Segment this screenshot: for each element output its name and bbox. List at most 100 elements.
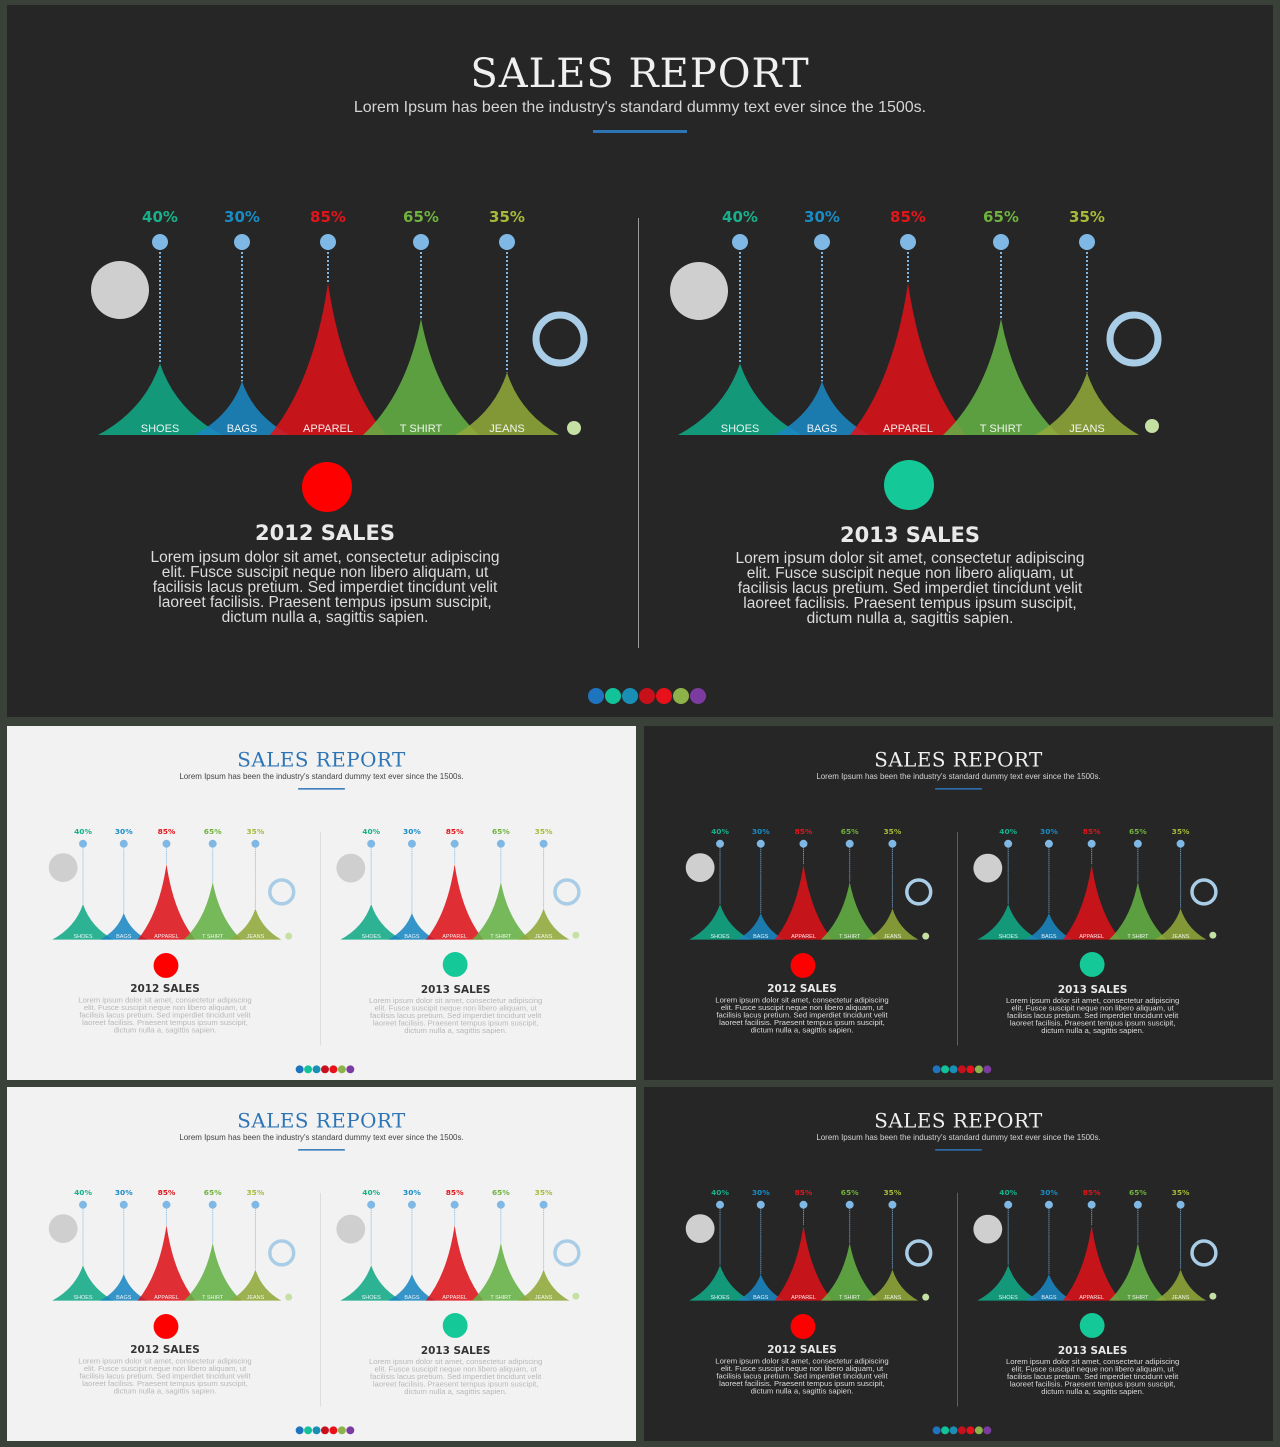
charts-svg: 40% SHOES 30% BAGS 85% APPAREL 65% T SHIRT 35% JE… [685,1188,1218,1339]
category-label: APPAREL [1079,1295,1104,1301]
category-label: BAGS [1041,1295,1057,1301]
pin-dot [499,234,515,250]
page-subtitle: Lorem Ipsum has been the industry's stan… [816,772,1101,782]
nav-dot[interactable] [329,1065,338,1074]
category-label: JEANS [884,934,902,940]
nav-dot[interactable] [639,688,655,704]
description-line: facilisis lacus pretium. Sed imperdiet t… [737,580,1083,597]
nav-dot[interactable] [295,1065,304,1074]
nav-dot[interactable] [304,1426,313,1435]
nav-dot[interactable] [337,1426,346,1435]
year-description: Lorem ipsum dolor sit amet, consectetur … [698,1358,907,1396]
year-marker [790,1314,816,1339]
pin-dot [407,839,416,848]
nav-dot[interactable] [622,688,638,704]
pin-dot [119,1200,128,1209]
end-dot [285,932,293,940]
nav-dot[interactable] [941,1426,950,1435]
value-label: 85% [795,1188,813,1197]
nav-dot[interactable] [932,1426,941,1435]
pin-dot [1087,839,1096,848]
nav-dot[interactable] [656,688,672,704]
peak-shoes [689,904,751,940]
year-title: 2012 SALES [255,521,395,545]
year-marker [1079,952,1105,977]
year-title: 2013 SALES [1057,1344,1128,1357]
nav-dot[interactable] [958,1065,966,1074]
grey-circle [670,262,728,320]
nav-dot[interactable] [321,1065,329,1074]
peak-jeans [229,908,282,940]
category-label: SHOES [721,423,760,435]
description-line: laoreet facilisis. Praesent tempus ipsum… [1009,1019,1176,1028]
description-line: Lorem ipsum dolor sit amet, consectetur … [368,1357,543,1367]
nav-dot[interactable] [321,1426,329,1435]
pin-dot [799,839,808,848]
chart-2: 40% SHOES 30% BAGS 85% APPAREL 65% T SHIRT 35% JE… [973,1188,1218,1338]
pin-dot [367,839,376,848]
category-label: APPAREL [791,934,816,940]
charts-svg: 40% SHOES 30% BAGS 85% APPAREL 65% T SHIRT 35% JE… [685,827,1218,978]
nav-dot[interactable] [295,1426,304,1435]
nav-dot[interactable] [673,688,689,704]
description-line: dictum nulla a, sagittis sapien. [221,609,429,626]
value-label: 35% [1172,1188,1190,1197]
nav-dot[interactable] [949,1426,958,1435]
ring-icon [1190,878,1218,906]
pin-dot [888,839,897,848]
value-label: 30% [403,827,421,836]
nav-dot[interactable] [958,1426,966,1435]
category-label: JEANS [535,1295,553,1301]
nav-dot[interactable] [312,1426,321,1435]
grey-circle [685,1214,715,1244]
category-label: JEANS [535,934,553,940]
pin-dot [407,1200,416,1209]
chart-1: 40% SHOES 30% BAGS 85% APPAREL 65% T SHIRT 35% JE… [48,1188,296,1339]
peak-shoes [98,363,222,435]
category-label: APPAREL [442,934,467,940]
description-line: elit. Fusce suscipit neque non libero al… [746,565,1074,582]
description-line: facilisis lacus pretium. Sed imperdiet t… [79,1011,251,1020]
peak-t-shirt [363,318,479,435]
nav-dot[interactable] [974,1065,983,1074]
nav-dot[interactable] [346,1426,355,1435]
nav-dot[interactable] [983,1065,992,1074]
nav-dot[interactable] [932,1065,941,1074]
nav-dot[interactable] [312,1065,321,1074]
nav-dot[interactable] [346,1065,355,1074]
nav-dot[interactable] [941,1065,950,1074]
nav-dot[interactable] [949,1065,958,1074]
category-label: APPAREL [1079,934,1104,940]
nav-dot[interactable] [966,1065,975,1074]
nav-dot[interactable] [983,1426,992,1435]
nav-dot[interactable] [605,688,621,704]
nav-dot[interactable] [304,1065,313,1074]
page-title: SALES REPORT [470,51,810,97]
pin-dot [450,1200,459,1209]
pin-dot [208,1200,217,1209]
category-label: APPAREL [883,423,933,435]
peak-apparel [1062,864,1121,940]
nav-dot[interactable] [588,688,604,704]
pin-dot [539,1200,548,1209]
peak-jeans [455,372,559,435]
pin-dot [208,839,217,848]
nav-dot[interactable] [329,1426,338,1435]
peak-apparel [774,864,833,940]
value-label: 30% [1040,827,1058,836]
nav-dot[interactable] [966,1426,975,1435]
nav-dot[interactable] [690,688,706,704]
category-label: T SHIRT [980,423,1023,435]
nav-dot[interactable] [337,1065,346,1074]
pin-dot [251,1200,260,1209]
nav-dot[interactable] [974,1426,983,1435]
value-label: 85% [1083,827,1101,836]
value-label: 65% [492,1188,510,1197]
year-marker [442,952,468,977]
description-line: facilisis lacus pretium. Sed imperdiet t… [1007,1372,1179,1382]
ring-icon [905,878,933,906]
description-line: elit. Fusce suscipit neque non libero al… [720,1003,884,1013]
pin-dot [1044,1200,1053,1209]
chart-1: 40% SHOES 30% BAGS 85% APPAREL 65% T SHIRT 35% JE… [685,827,933,978]
value-label: 35% [247,827,265,836]
